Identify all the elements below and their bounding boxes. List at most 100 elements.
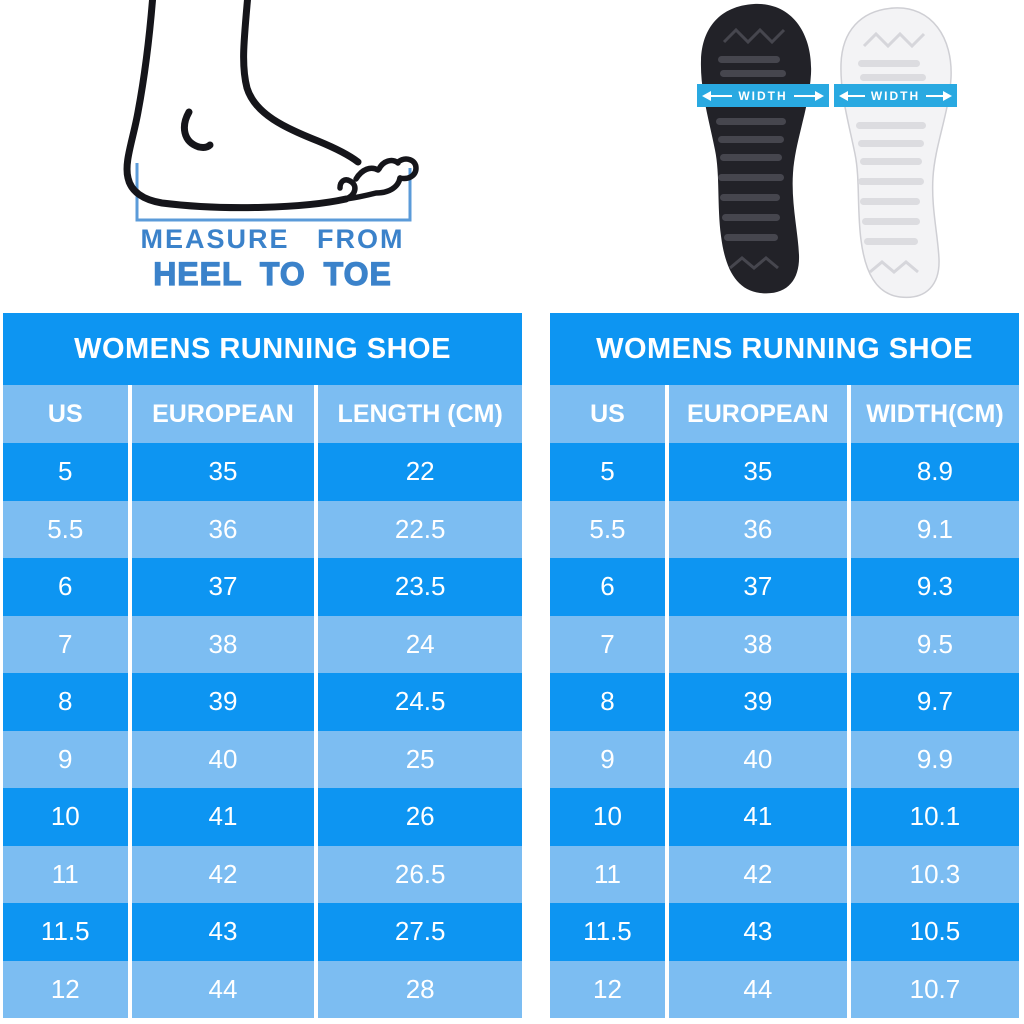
black-sole-image: [700, 3, 812, 294]
table-row: 9 40 9.9: [550, 730, 1019, 788]
table-cell: 28: [314, 960, 522, 1018]
table-header-row: US EUROPEAN LENGTH (CM): [3, 385, 522, 443]
foot-caption: MEASURE FROM HEEL TO TOE: [100, 224, 445, 293]
size-table-width: WOMENS RUNNING SHOE US EUROPEAN WIDTH(CM…: [550, 313, 1019, 1018]
table-cell: 10: [592, 801, 622, 832]
table-cell: 22: [314, 443, 522, 501]
table-cell: 11: [593, 858, 621, 889]
table-cell: 10.5: [846, 903, 1019, 961]
arrow-left-icon: [839, 90, 865, 101]
table-cell: 9.7: [846, 673, 1019, 731]
table-cell: 42: [664, 845, 847, 903]
table-cell: 23.5: [314, 558, 522, 616]
table-cell: 35: [127, 443, 315, 501]
width-banner-label: WIDTH: [738, 88, 788, 103]
table-cell: 40: [664, 730, 847, 788]
size-table-length: WOMENS RUNNING SHOE US EUROPEAN LENGTH (…: [3, 313, 522, 1018]
table-row: 5.5 36 9.1: [550, 500, 1019, 558]
table-title: WOMENS RUNNING SHOE: [550, 313, 1019, 385]
table-cell: 12: [50, 973, 80, 1004]
table-body: 5 35 22 5.5 36 22.5 6 37 23.5 7 38 24 8 39 24.5 9 40 25 10…: [3, 443, 522, 1018]
table-cell: 8: [600, 686, 615, 717]
table-cell: 9.1: [846, 500, 1019, 558]
table-cell: 6: [58, 571, 73, 602]
table-cell: 26.5: [314, 845, 522, 903]
white-sole-image: [840, 7, 952, 299]
table-cell: 11.5: [40, 916, 90, 947]
table-row: 8 39 24.5: [3, 673, 522, 731]
table-cell: 37: [127, 558, 315, 616]
table-cell: 24: [314, 615, 522, 673]
measure-bracket-icon: [135, 163, 412, 222]
width-banner-black-sole: WIDTH: [697, 84, 829, 107]
caption-heel-to-toe: HEEL TO TOE: [153, 255, 392, 292]
table-cell: 10.7: [846, 960, 1019, 1018]
table-cell: 10: [50, 801, 80, 832]
table-cell: 44: [664, 960, 847, 1018]
table-row: 9 40 25: [3, 730, 522, 788]
table-row: 11.5 43 27.5: [3, 903, 522, 961]
table-row: 12 44 28: [3, 960, 522, 1018]
table-header-row: US EUROPEAN WIDTH(CM): [550, 385, 1019, 443]
table-row: 6 37 9.3: [550, 558, 1019, 616]
foot-measure-figure: MEASURE FROM HEEL TO TOE: [100, 0, 445, 302]
table-cell: 27.5: [314, 903, 522, 961]
column-header-width-cm: WIDTH(CM): [846, 385, 1019, 443]
table-cell: 9: [600, 743, 615, 774]
table-row: 5.5 36 22.5: [3, 500, 522, 558]
table-cell: 9.3: [846, 558, 1019, 616]
table-cell: 8: [58, 686, 73, 717]
table-cell: 39: [127, 673, 315, 731]
table-row: 11 42 10.3: [550, 845, 1019, 903]
table-cell: 36: [664, 500, 847, 558]
table-cell: 36: [127, 500, 315, 558]
table-row: 11.5 43 10.5: [550, 903, 1019, 961]
table-cell: 38: [664, 615, 847, 673]
column-header-us: US: [590, 399, 625, 428]
table-cell: 40: [127, 730, 315, 788]
table-cell: 8.9: [846, 443, 1019, 501]
table-cell: 11: [51, 858, 79, 889]
table-row: 10 41 10.1: [550, 788, 1019, 846]
table-title: WOMENS RUNNING SHOE: [3, 313, 522, 385]
table-cell: 10.3: [846, 845, 1019, 903]
table-cell: 38: [127, 615, 315, 673]
foot-outline-drawing: [123, 0, 419, 222]
table-cell: 5.5: [589, 513, 626, 544]
column-header-european: EUROPEAN: [127, 385, 315, 443]
table-row: 5 35 22: [3, 443, 522, 501]
table-cell: 5: [58, 456, 73, 487]
table-cell: 26: [314, 788, 522, 846]
table-row: 7 38 9.5: [550, 615, 1019, 673]
table-row: 8 39 9.7: [550, 673, 1019, 731]
table-cell: 9.5: [846, 615, 1019, 673]
column-header-us: US: [47, 399, 83, 428]
table-cell: 37: [664, 558, 847, 616]
table-cell: 10.1: [846, 788, 1019, 846]
table-cell: 25: [314, 730, 522, 788]
table-row: 7 38 24: [3, 615, 522, 673]
width-banner-white-sole: WIDTH: [834, 84, 957, 107]
table-cell: 43: [664, 903, 847, 961]
arrow-right-icon: [926, 90, 952, 101]
table-cell: 9: [58, 743, 73, 774]
shoe-soles-image: [700, 3, 952, 299]
caption-measure-from: MEASURE FROM: [140, 224, 405, 254]
width-banner-label: WIDTH: [870, 88, 921, 103]
table-cell: 35: [664, 443, 847, 501]
table-cell: 43: [127, 903, 315, 961]
table-cell: 22.5: [314, 500, 522, 558]
toes-sketch: [337, 156, 419, 202]
table-cell: 5.5: [47, 513, 84, 544]
table-cell: 39: [664, 673, 847, 731]
arrow-right-icon: [793, 90, 825, 101]
table-cell: 7: [58, 628, 73, 659]
sole-width-figure: WIDTH WIDTH: [688, 0, 984, 308]
table-cell: 12: [592, 973, 622, 1004]
table-cell: 5: [600, 456, 615, 487]
table-cell: 44: [127, 960, 315, 1018]
table-row: 10 41 26: [3, 788, 522, 846]
table-body: 5 35 8.9 5.5 36 9.1 6 37 9.3 7 38 9.5 8 39 9.7 9 40 9.9 10…: [550, 443, 1019, 1018]
table-row: 5 35 8.9: [550, 443, 1019, 501]
